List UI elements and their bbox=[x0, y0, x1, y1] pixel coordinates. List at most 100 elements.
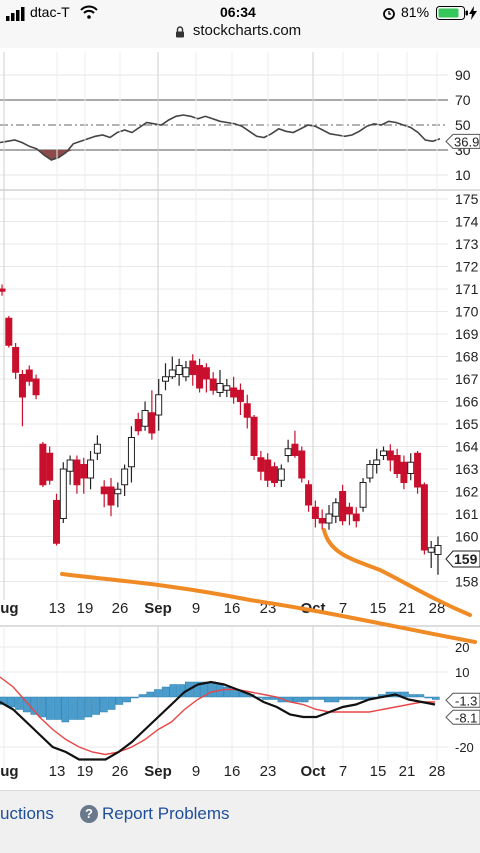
candle bbox=[121, 468, 129, 486]
signal-icon bbox=[6, 7, 25, 21]
candle bbox=[18, 374, 26, 398]
report-problems-link[interactable]: Report Problems bbox=[102, 804, 230, 823]
macd-histogram-bar bbox=[169, 684, 178, 698]
candle bbox=[87, 459, 95, 479]
price-tick-label: 160 bbox=[455, 529, 479, 545]
macd-line bbox=[0, 680, 436, 761]
battery-icon bbox=[436, 6, 468, 20]
macd-histogram-bar bbox=[316, 696, 324, 700]
candle bbox=[196, 365, 204, 389]
status-bar: dtac-T 06:34 81% stockcharts.com bbox=[0, 0, 480, 48]
rsi-tick-label: 90 bbox=[455, 67, 471, 83]
candle bbox=[311, 506, 319, 519]
address-bar[interactable]: stockcharts.com bbox=[0, 22, 480, 39]
candle bbox=[100, 486, 108, 495]
macd-histogram-bar bbox=[300, 696, 309, 703]
macd-tick-label: -20 bbox=[455, 740, 474, 755]
candle bbox=[366, 464, 374, 479]
candle bbox=[189, 360, 197, 375]
macd-histogram-bar bbox=[61, 696, 70, 723]
price-tick-label: 161 bbox=[455, 506, 479, 522]
macd-histogram-bar bbox=[208, 681, 216, 698]
help-icon[interactable]: ? bbox=[80, 805, 98, 823]
candle bbox=[168, 369, 176, 378]
x-axis-label: Aug bbox=[0, 763, 19, 780]
candle bbox=[59, 468, 67, 519]
price-tick-label: 171 bbox=[455, 281, 479, 297]
macd-histogram-bar bbox=[192, 681, 201, 698]
price-tick-label: 168 bbox=[455, 349, 479, 365]
candle bbox=[0, 288, 6, 292]
price-tick-label: 170 bbox=[455, 304, 479, 320]
macd-histogram-bar bbox=[432, 696, 440, 700]
macd-histogram-bar bbox=[323, 696, 332, 703]
candle bbox=[230, 387, 238, 398]
candle bbox=[162, 376, 169, 382]
x-axis-label: Sep bbox=[144, 600, 172, 617]
price-tick-label: 162 bbox=[455, 484, 479, 500]
price-tick-label: 169 bbox=[455, 326, 479, 342]
macd-histogram-bar bbox=[347, 696, 355, 700]
candle bbox=[216, 383, 224, 393]
candle bbox=[209, 378, 217, 391]
rsi-value-label: 36.9 bbox=[454, 134, 479, 149]
candle bbox=[352, 513, 360, 522]
macd-histogram-bar bbox=[123, 696, 131, 703]
x-axis-label: Sep bbox=[144, 763, 172, 780]
macd-tick-label: -1.3 bbox=[455, 693, 477, 708]
rsi-line bbox=[0, 114, 441, 161]
candle bbox=[182, 367, 190, 378]
instructions-link[interactable]: uctions bbox=[0, 804, 54, 823]
wifi-icon bbox=[80, 5, 98, 19]
macd-histogram-bar bbox=[200, 681, 209, 698]
candle bbox=[332, 502, 340, 517]
macd-histogram-bar bbox=[22, 696, 31, 713]
stock-chart[interactable]: 907050301036.917517417317217117016916816… bbox=[0, 48, 480, 790]
x-axis-label: 21 bbox=[399, 763, 416, 780]
macd-histogram-bar bbox=[331, 696, 340, 703]
macd-histogram-bar bbox=[92, 696, 101, 715]
candle bbox=[53, 500, 60, 544]
candle bbox=[318, 518, 326, 524]
price-value-label: 159 bbox=[454, 551, 478, 567]
candle bbox=[434, 545, 442, 555]
x-axis-label: 13 bbox=[49, 763, 66, 780]
candle bbox=[148, 412, 156, 434]
candle bbox=[277, 468, 285, 481]
macd-histogram-bar bbox=[138, 694, 147, 698]
rsi-value-tag bbox=[445, 133, 480, 149]
macd-histogram-bar bbox=[154, 689, 162, 698]
rsi-tick-label: 10 bbox=[455, 167, 471, 183]
candle bbox=[291, 443, 299, 456]
x-axis-label: 9 bbox=[192, 600, 200, 617]
macd-tick-label: 20 bbox=[455, 640, 469, 655]
macd-value-tag bbox=[445, 709, 480, 725]
clock: 06:34 bbox=[220, 4, 256, 20]
macd-histogram-bar bbox=[115, 696, 124, 705]
macd-histogram-bar bbox=[424, 696, 432, 699]
price-tick-label: 174 bbox=[455, 214, 479, 230]
candle bbox=[236, 389, 244, 402]
candle bbox=[393, 455, 401, 474]
macd-histogram-bar bbox=[308, 696, 317, 700]
price-tick-label: 167 bbox=[455, 371, 479, 387]
rsi-tick-label: 70 bbox=[455, 92, 471, 108]
candle bbox=[339, 491, 347, 522]
x-axis-label: Aug bbox=[0, 600, 19, 617]
candle bbox=[73, 459, 81, 486]
annotation-curve bbox=[60, 572, 477, 644]
macd-tick-label: -8.1 bbox=[455, 710, 477, 725]
candle bbox=[271, 466, 278, 483]
macd-histogram-bar bbox=[53, 696, 62, 720]
lock-icon bbox=[176, 26, 184, 38]
candle bbox=[80, 464, 88, 479]
price-tick-label: 172 bbox=[455, 259, 479, 275]
candle bbox=[325, 513, 333, 524]
candle bbox=[25, 369, 33, 382]
candle bbox=[114, 488, 122, 495]
candle bbox=[305, 484, 313, 506]
x-axis-label: 19 bbox=[77, 763, 94, 780]
macd-histogram-bar bbox=[146, 691, 155, 698]
bottom-links: uctions ? Report Problems bbox=[0, 790, 480, 853]
url-text: stockcharts.com bbox=[192, 22, 302, 39]
